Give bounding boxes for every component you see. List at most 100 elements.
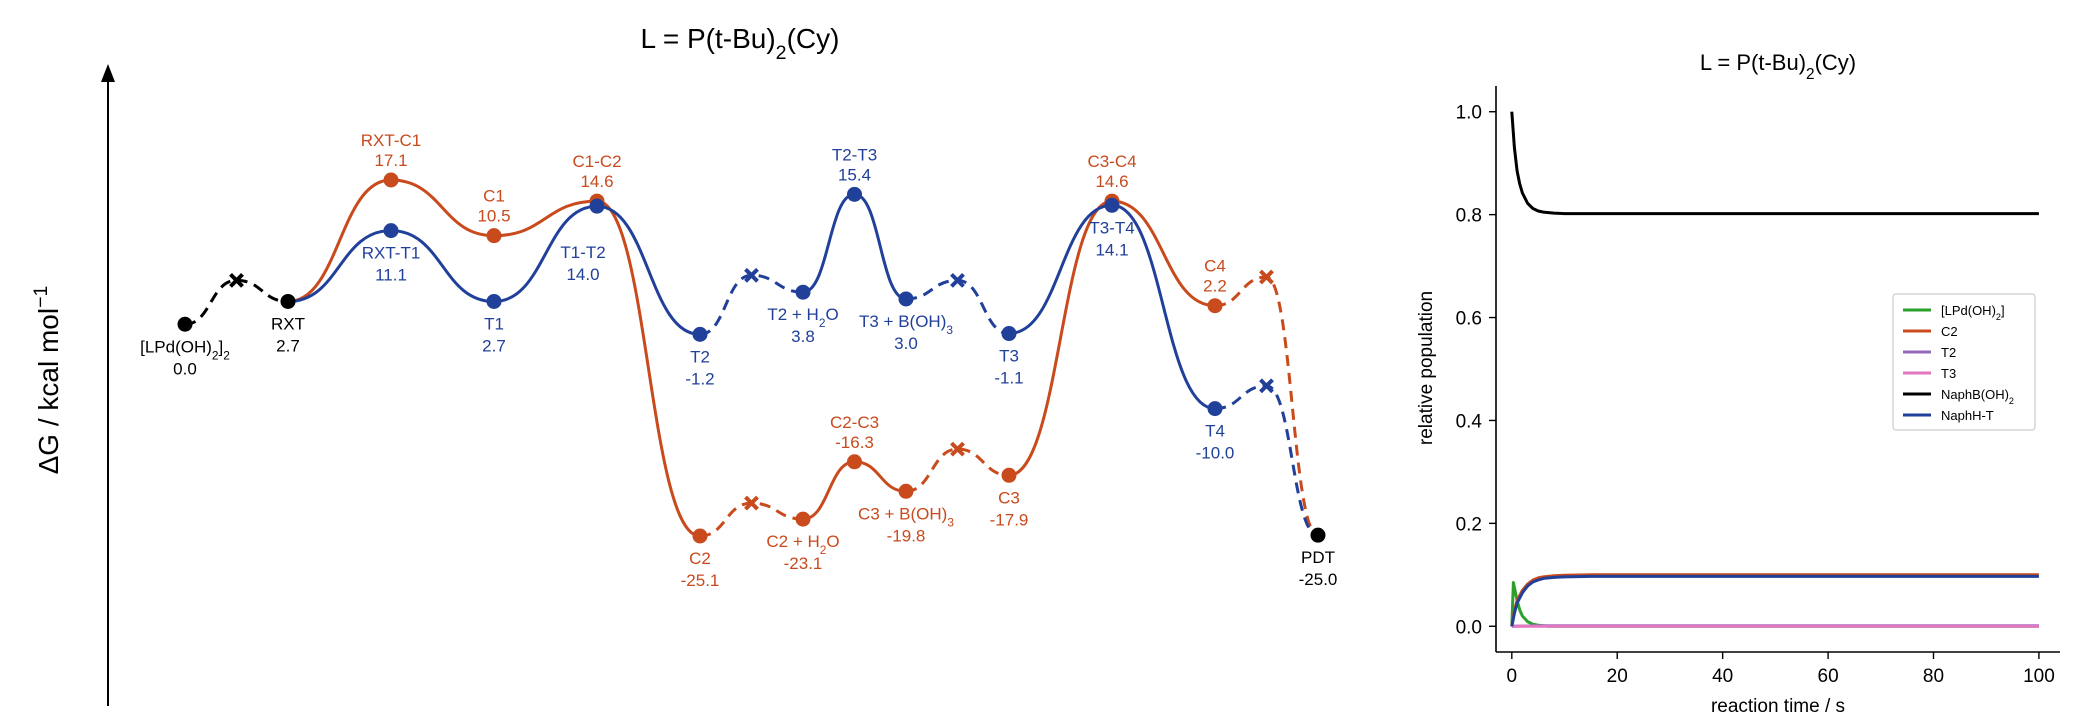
profile-label-o_c3: C3: [998, 488, 1020, 507]
population-x-ticks: 0 20 40 60 80 100: [1507, 652, 2055, 687]
profile-marker-o_c1: [486, 228, 502, 244]
profile-label-o_c2c3: C2-C3: [830, 413, 879, 432]
energy-profile-title: L = P(t-Bu)2(Cy): [641, 23, 840, 64]
profile-label-b_t3t4: T3-T4: [1089, 218, 1134, 237]
profile-marker-b_x2: [950, 272, 965, 288]
profile-label-p0: [LPd(OH)2]2: [140, 337, 230, 362]
profile-lines: [184, 178, 1319, 538]
y-tick-label-3: 0.6: [1456, 309, 1482, 330]
profile-value-b_t3boh: 3.0: [894, 334, 918, 353]
profile-value-o_c1c2: 14.6: [580, 172, 613, 191]
profile-value-b_t2h2o: 3.8: [791, 327, 815, 346]
profile-label-o_rxtc1: RXT-C1: [361, 131, 421, 150]
profile-marker-b_t3t4: [1104, 197, 1120, 213]
x-tick-label-2: 40: [1712, 666, 1733, 687]
profile-label-b_t3: T3: [999, 347, 1019, 366]
profile-value-b_rxtt1: 11.1: [375, 266, 407, 285]
profile-marker-p1: [229, 272, 244, 288]
profile-label-b_t1: T1: [484, 314, 504, 333]
profile-label-o_c1: C1: [483, 187, 505, 206]
legend-label-3: T3: [1941, 366, 1956, 381]
profile-value-o_c4: 2.2: [1203, 277, 1227, 296]
series-line-1: [1510, 573, 2039, 627]
profile-label-b_t3boh: T3 + B(OH)3: [859, 312, 953, 337]
profile-label-b_t2: T2: [690, 347, 710, 366]
profile-segment-2: [287, 178, 701, 538]
profile-value-b_t3: -1.1: [994, 369, 1023, 388]
y-tick-label-1: 0.2: [1456, 514, 1482, 535]
profile-value-o_rxtc1: 17.1: [374, 151, 407, 170]
profile-label-b_t2h2o: T2 + H2O: [767, 305, 838, 330]
profile-label-b_rxtt1: RXT-T1: [362, 244, 421, 263]
legend-label-5: NaphH-T: [1941, 408, 1994, 423]
profile-marker-b_x3: [1259, 378, 1274, 394]
population-y-ticks: 0.0 0.2 0.4 0.6 0.8 1.0: [1456, 103, 1496, 638]
profile-marker-o_x3: [1259, 269, 1274, 285]
series-line-0: [1510, 581, 2039, 628]
profile-value-b_t2t3: 15.4: [838, 165, 871, 184]
legend-label-0: [LPd(OH)2]: [1941, 303, 2005, 322]
profile-marker-o_c2: [692, 528, 708, 544]
profile-label-o_c3boh: C3 + B(OH)3: [858, 504, 954, 529]
profile-marker-o_rxtc1: [383, 172, 399, 188]
series-line-4: [1510, 111, 2039, 216]
y-tick-label-4: 0.8: [1456, 206, 1482, 227]
profile-segment-1: [236, 278, 289, 303]
profile-marker-b_rxtt1: [383, 223, 399, 239]
profile-value-b_t1t2: 14.0: [566, 265, 599, 284]
x-tick-label-3: 60: [1818, 666, 1839, 687]
population-panel: L = P(t-Bu)2(Cy) 0 20 40 60 80 100 0.00.20.40…: [1416, 50, 2060, 717]
profile-marker-b_t1t2: [589, 198, 605, 214]
legend-label-1: C2: [1941, 324, 1958, 339]
profile-marker-o_x1: [744, 495, 759, 511]
profile-value-o_c2: -25.1: [681, 571, 720, 590]
profile-value-p0: 0.0: [173, 359, 197, 378]
profile-marker-p2: [280, 293, 296, 309]
population-legend: [LPd(OH)2] C2 T2 T3 NaphB(OH)2 NaphH-T: [1892, 293, 2036, 431]
legend-label-4: NaphB(OH)2: [1941, 387, 2014, 406]
population-title: L = P(t-Bu)2(Cy): [1700, 50, 1856, 83]
profile-marker-b_t3boh: [898, 291, 914, 307]
profile-marker-p0: [177, 316, 193, 332]
profile-value-b_t1: 2.7: [482, 336, 506, 355]
y-tick-label-5: 1.0: [1456, 103, 1482, 124]
y-tick-label-2: 0.4: [1456, 411, 1483, 432]
profile-label-b_t4: T4: [1205, 422, 1225, 441]
population-series-lines: [1510, 111, 2039, 628]
profile-value-o_c1: 10.5: [477, 207, 510, 226]
profile-marker-o_c4: [1207, 298, 1223, 314]
profile-segment-0: [184, 278, 237, 326]
profile-marker-pdt: [1310, 527, 1326, 543]
profile-marker-b_t2: [692, 326, 708, 342]
profile-markers: [177, 172, 1326, 544]
profile-label-b_t1t2: T1-T2: [560, 243, 605, 262]
profile-marker-b_t3: [1001, 326, 1017, 342]
profile-label-o_c2h2o: C2 + H2O: [766, 532, 839, 557]
profile-value-o_c2h2o: -23.1: [784, 554, 823, 573]
profile-label-o_c1c2: C1-C2: [572, 152, 621, 171]
x-tick-label-5: 100: [2023, 666, 2055, 687]
profile-marker-b_t4: [1207, 401, 1223, 417]
profile-marker-o_c2c3: [847, 454, 862, 470]
profile-marker-b_x1: [744, 267, 759, 283]
profile-value-o_c3c4: 14.6: [1095, 172, 1128, 191]
profile-value-o_c3boh: -19.8: [887, 526, 926, 545]
y-tick-label-0: 0.0: [1456, 617, 1482, 638]
energy-axis-label: ΔG / kcal mol−1: [30, 286, 64, 475]
legend-box: [1892, 293, 2036, 431]
profile-value-pdt: -25.0: [1299, 570, 1338, 589]
x-tick-label-0: 0: [1507, 666, 1518, 687]
profile-value-o_c3: -17.9: [990, 510, 1029, 529]
profile-label-b_t2t3: T2-T3: [832, 145, 877, 164]
population-x-label: reaction time / s: [1711, 696, 1845, 717]
profile-label-p2: RXT: [271, 314, 305, 333]
profile-marker-b_t1: [486, 293, 502, 309]
profile-value-b_t4: -10.0: [1196, 444, 1235, 463]
profile-value-p2: 2.7: [276, 336, 300, 355]
population-y-label: relative population: [1416, 291, 1437, 445]
profile-marker-o_c3: [1001, 467, 1017, 483]
legend-label-2: T2: [1941, 345, 1956, 360]
profile-marker-o_c2h2o: [795, 511, 811, 527]
profile-value-b_t2: -1.2: [685, 369, 714, 388]
